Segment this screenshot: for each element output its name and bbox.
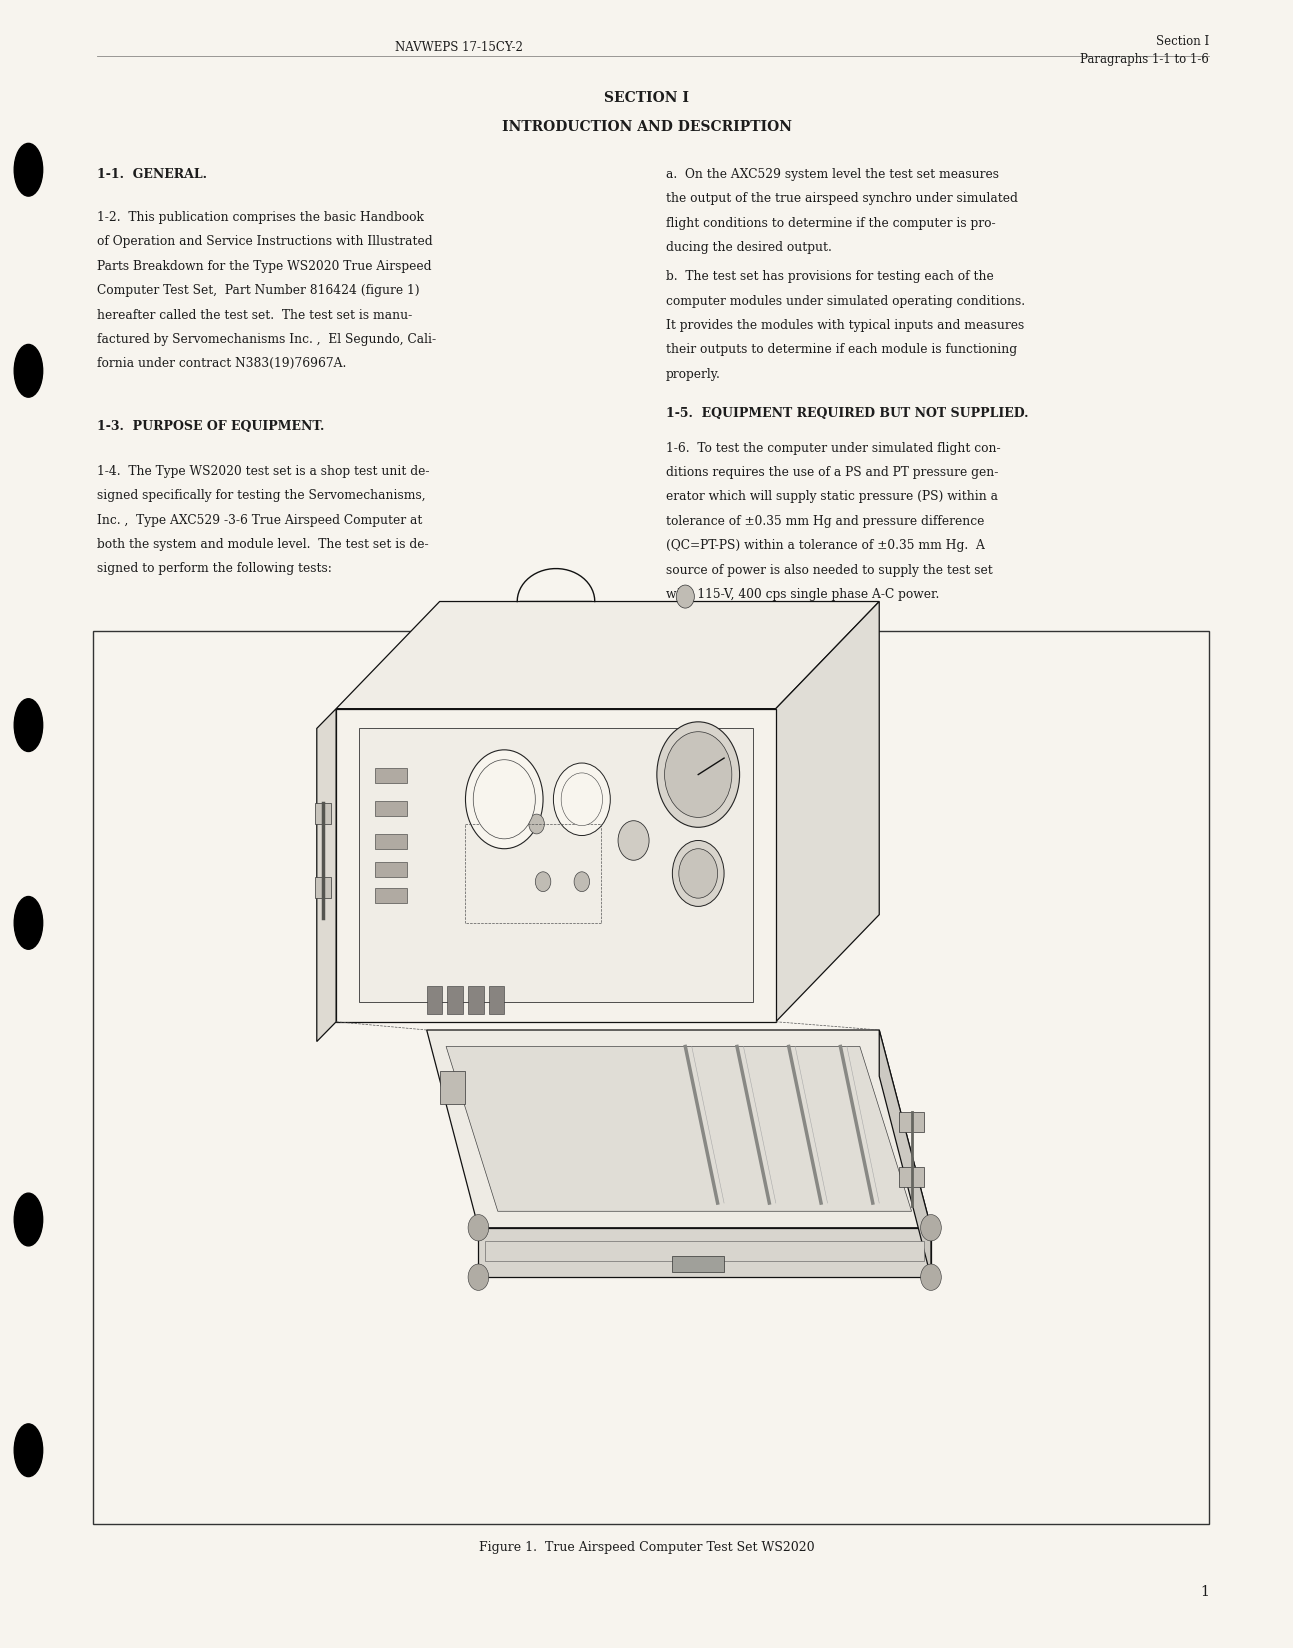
Text: a.  On the AXC529 system level the test set measures: a. On the AXC529 system level the test s…: [666, 168, 999, 181]
Text: Figure 1.  True Airspeed Computer Test Set WS2020: Figure 1. True Airspeed Computer Test Se…: [478, 1541, 815, 1554]
Text: 1-4.  The Type WS2020 test set is a shop test unit de-: 1-4. The Type WS2020 test set is a shop …: [97, 465, 429, 478]
Circle shape: [468, 1215, 489, 1241]
Circle shape: [618, 821, 649, 860]
Text: INTRODUCTION AND DESCRIPTION: INTRODUCTION AND DESCRIPTION: [502, 120, 791, 133]
Circle shape: [553, 763, 610, 836]
Circle shape: [657, 722, 740, 827]
Circle shape: [665, 732, 732, 817]
Text: Section I: Section I: [1156, 35, 1209, 48]
Circle shape: [535, 872, 551, 892]
Polygon shape: [359, 728, 753, 1002]
Circle shape: [465, 750, 543, 849]
Text: Parts Breakdown for the Type WS2020 True Airspeed: Parts Breakdown for the Type WS2020 True…: [97, 260, 432, 272]
Polygon shape: [672, 1256, 724, 1272]
Text: both the system and module level.  The test set is de-: both the system and module level. The te…: [97, 537, 428, 550]
Polygon shape: [427, 1030, 931, 1228]
Ellipse shape: [14, 1193, 43, 1246]
Polygon shape: [440, 1071, 465, 1104]
Circle shape: [921, 1264, 941, 1290]
Polygon shape: [375, 862, 407, 877]
Text: 1-5.  EQUIPMENT REQUIRED BUT NOT SUPPLIED.: 1-5. EQUIPMENT REQUIRED BUT NOT SUPPLIED…: [666, 407, 1028, 420]
Text: computer modules under simulated operating conditions.: computer modules under simulated operati…: [666, 295, 1025, 308]
Text: properly.: properly.: [666, 368, 720, 381]
Circle shape: [672, 840, 724, 906]
Text: with 115-V, 400 cps single phase A-C power.: with 115-V, 400 cps single phase A-C pow…: [666, 588, 939, 602]
Text: SECTION I: SECTION I: [604, 91, 689, 104]
Text: fornia under contract N383(19)76967A.: fornia under contract N383(19)76967A.: [97, 358, 347, 371]
Polygon shape: [489, 986, 504, 1014]
Text: 1-2.  This publication comprises the basic Handbook: 1-2. This publication comprises the basi…: [97, 211, 424, 224]
Ellipse shape: [14, 897, 43, 949]
Text: flight conditions to determine if the computer is pro-: flight conditions to determine if the co…: [666, 218, 996, 229]
Text: erator which will supply static pressure (PS) within a: erator which will supply static pressure…: [666, 491, 998, 503]
Polygon shape: [899, 1167, 924, 1187]
Ellipse shape: [14, 1424, 43, 1477]
Polygon shape: [336, 602, 879, 709]
Ellipse shape: [14, 344, 43, 397]
Polygon shape: [375, 801, 407, 816]
Text: Paragraphs 1-1 to 1-6: Paragraphs 1-1 to 1-6: [1080, 53, 1209, 66]
Circle shape: [676, 585, 694, 608]
Text: 1: 1: [1200, 1585, 1209, 1599]
Text: signed specifically for testing the Servomechanisms,: signed specifically for testing the Serv…: [97, 489, 425, 503]
Circle shape: [468, 1264, 489, 1290]
Text: Inc. ,  Type AXC529 -3-6 True Airspeed Computer at: Inc. , Type AXC529 -3-6 True Airspeed Co…: [97, 514, 423, 526]
Circle shape: [529, 814, 544, 834]
Text: their outputs to determine if each module is functioning: their outputs to determine if each modul…: [666, 343, 1018, 356]
Circle shape: [473, 760, 535, 839]
Text: ducing the desired output.: ducing the desired output.: [666, 241, 831, 254]
Polygon shape: [447, 986, 463, 1014]
Ellipse shape: [14, 143, 43, 196]
Ellipse shape: [14, 699, 43, 751]
Polygon shape: [776, 602, 879, 1022]
Text: signed to perform the following tests:: signed to perform the following tests:: [97, 562, 332, 575]
Polygon shape: [879, 1030, 931, 1277]
Text: of Operation and Service Instructions with Illustrated: of Operation and Service Instructions wi…: [97, 236, 433, 249]
Text: ditions requires the use of a PS and PT pressure gen-: ditions requires the use of a PS and PT …: [666, 466, 998, 480]
Text: the output of the true airspeed synchro under simulated: the output of the true airspeed synchro …: [666, 193, 1018, 206]
Text: hereafter called the test set.  The test set is manu-: hereafter called the test set. The test …: [97, 308, 412, 321]
Polygon shape: [446, 1046, 912, 1211]
Circle shape: [679, 849, 718, 898]
Circle shape: [574, 872, 590, 892]
Text: 1-1.  GENERAL.: 1-1. GENERAL.: [97, 168, 207, 181]
Text: NAVWEPS 17-15CY-2: NAVWEPS 17-15CY-2: [396, 41, 522, 54]
Text: It provides the modules with typical inputs and measures: It provides the modules with typical inp…: [666, 320, 1024, 331]
Circle shape: [921, 1215, 941, 1241]
Text: Computer Test Set,  Part Number 816424 (figure 1): Computer Test Set, Part Number 816424 (f…: [97, 283, 420, 297]
Text: 1-6.  To test the computer under simulated flight con-: 1-6. To test the computer under simulate…: [666, 442, 1001, 455]
Polygon shape: [427, 986, 442, 1014]
Polygon shape: [375, 768, 407, 783]
Text: 1-3.  PURPOSE OF EQUIPMENT.: 1-3. PURPOSE OF EQUIPMENT.: [97, 420, 325, 433]
Polygon shape: [375, 834, 407, 849]
Polygon shape: [315, 803, 331, 824]
Polygon shape: [478, 1228, 931, 1277]
Polygon shape: [336, 709, 776, 1022]
Polygon shape: [317, 709, 336, 1042]
Bar: [93, 631, 1209, 1524]
Text: (QC=PT-PS) within a tolerance of ±0.35 mm Hg.  A: (QC=PT-PS) within a tolerance of ±0.35 m…: [666, 539, 985, 552]
Text: factured by Servomechanisms Inc. ,  El Segundo, Cali-: factured by Servomechanisms Inc. , El Se…: [97, 333, 436, 346]
Polygon shape: [375, 888, 407, 903]
Text: tolerance of ±0.35 mm Hg and pressure difference: tolerance of ±0.35 mm Hg and pressure di…: [666, 514, 984, 527]
Polygon shape: [485, 1241, 924, 1261]
Polygon shape: [899, 1112, 924, 1132]
Text: source of power is also needed to supply the test set: source of power is also needed to supply…: [666, 564, 993, 577]
Circle shape: [561, 773, 603, 826]
Text: b.  The test set has provisions for testing each of the: b. The test set has provisions for testi…: [666, 270, 993, 283]
Polygon shape: [468, 986, 484, 1014]
Polygon shape: [315, 877, 331, 898]
